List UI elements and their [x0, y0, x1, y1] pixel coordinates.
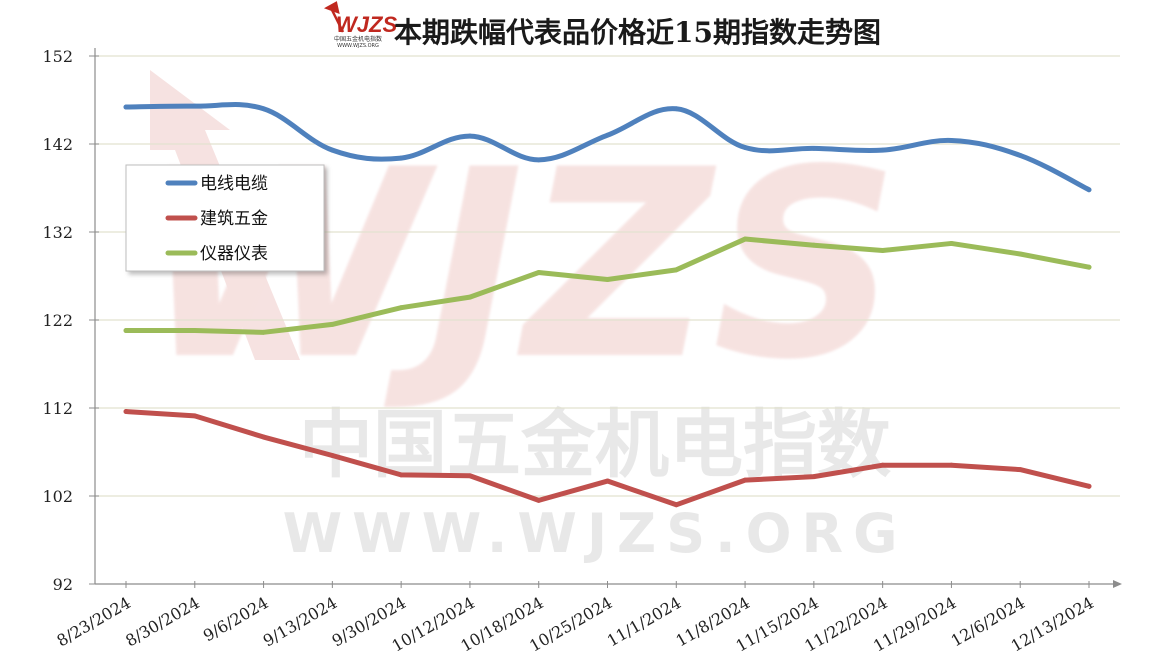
- data-point: [880, 147, 886, 153]
- data-point: [880, 248, 886, 253]
- data-point: [1017, 251, 1023, 257]
- legend-label: 电线电缆: [200, 174, 268, 194]
- legend-label: 建筑五金: [200, 209, 268, 229]
- data-point: [811, 146, 817, 151]
- y-tick-label: 152: [42, 47, 73, 66]
- data-point: [398, 155, 404, 161]
- data-point: [536, 157, 542, 163]
- data-point: [605, 132, 610, 138]
- x-ticks: 8/23/20248/30/20249/6/20249/13/20249/30/…: [53, 581, 1097, 656]
- data-point: [536, 498, 542, 503]
- data-point: [261, 329, 266, 335]
- data-point: [605, 277, 610, 282]
- data-point: [261, 106, 266, 112]
- y-tick-label: 122: [42, 311, 73, 330]
- logo-mark: WJZS: [336, 12, 397, 37]
- series: [123, 102, 1092, 508]
- data-point: [123, 409, 129, 414]
- data-point: [742, 477, 748, 483]
- x-tick-label: 11/1/2024: [604, 593, 685, 650]
- logo: WJZS 中国五金机电指数 WWW.WJZS.ORG: [323, 1, 397, 49]
- x-tick-label: 9/13/2024: [260, 593, 341, 650]
- data-point: [1086, 264, 1092, 270]
- data-point: [742, 145, 748, 150]
- data-point: [329, 453, 335, 458]
- logo-arrow-icon: [323, 1, 345, 33]
- y-tick-label: 132: [42, 223, 73, 242]
- data-point: [1086, 187, 1092, 193]
- y-ticks: 92 102 112 122 132 142 152: [42, 47, 99, 594]
- data-point: [949, 462, 954, 468]
- data-point: [949, 138, 954, 143]
- logo-subtitle: 中国五金机电指数: [334, 35, 382, 43]
- data-point: [673, 106, 679, 112]
- data-point: [329, 322, 335, 327]
- data-point: [1086, 483, 1092, 489]
- y-tick-label: 92: [53, 575, 73, 594]
- data-point: [261, 434, 266, 440]
- data-point: [329, 147, 335, 153]
- data-point: [123, 104, 129, 110]
- watermark-url: WWW.WJZS.ORG: [283, 502, 908, 565]
- data-point: [192, 328, 198, 333]
- data-point: [1017, 153, 1023, 158]
- data-point: [742, 236, 748, 242]
- data-point: [949, 241, 954, 246]
- data-point: [673, 267, 679, 273]
- data-point: [192, 413, 198, 419]
- data-point: [536, 270, 542, 275]
- data-point: [123, 328, 129, 333]
- x-axis-arrow-icon: [1113, 580, 1122, 588]
- y-tick-label: 142: [42, 135, 73, 154]
- data-point: [398, 472, 404, 478]
- data-point: [605, 478, 610, 484]
- data-point: [811, 242, 817, 248]
- legend-box: [125, 164, 325, 272]
- data-point: [880, 462, 886, 468]
- y-tick-label: 112: [42, 399, 73, 418]
- x-tick-label: 8/30/2024: [122, 593, 203, 650]
- data-point: [467, 294, 473, 300]
- legend-label: 仪器仪表: [200, 244, 268, 264]
- data-point: [467, 133, 473, 139]
- x-tick-label: 8/23/2024: [53, 593, 134, 650]
- chart-title: 本期跌幅代表品价格近15期指数走势图: [394, 16, 881, 49]
- logo-url: WWW.WJZS.ORG: [337, 43, 379, 49]
- data-point: [1017, 467, 1023, 472]
- data-point: [811, 474, 817, 480]
- data-point: [192, 103, 198, 109]
- y-tick-label: 102: [42, 487, 73, 506]
- data-point: [398, 305, 404, 311]
- data-point: [467, 473, 473, 479]
- data-point: [673, 502, 679, 508]
